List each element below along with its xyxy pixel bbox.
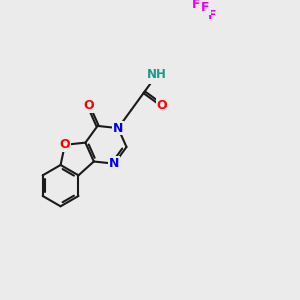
Text: O: O	[60, 138, 70, 151]
Text: N: N	[113, 122, 123, 135]
Text: F: F	[201, 1, 210, 14]
Text: O: O	[157, 99, 167, 112]
Text: O: O	[83, 99, 94, 112]
Text: N: N	[109, 157, 119, 170]
Text: F: F	[208, 9, 216, 22]
Text: F: F	[192, 0, 201, 11]
Text: NH: NH	[147, 68, 167, 81]
